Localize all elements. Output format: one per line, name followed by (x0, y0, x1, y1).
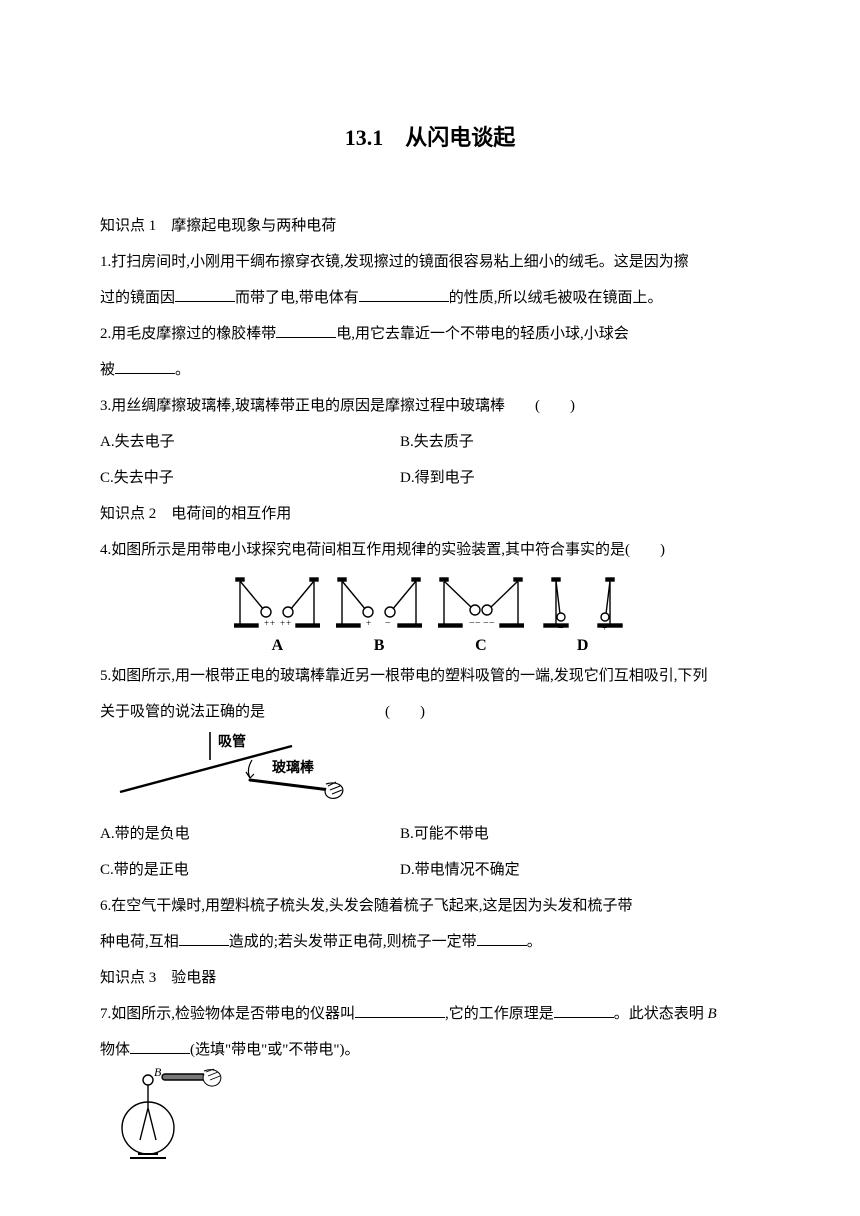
page-title: 13.1 从闪电谈起 (100, 120, 760, 152)
q7-blank1 (355, 1003, 445, 1018)
q5-option-c: C.带的是正电 (100, 852, 400, 888)
q3-stem: 3.用丝绸摩擦玻璃棒,玻璃棒带正电的原因是摩擦过程中玻璃棒 ( ) (100, 388, 760, 424)
svg-text:+: + (602, 623, 607, 633)
svg-text:+: + (366, 618, 371, 628)
q3-options-row2: C.失去中子 D.得到电子 (100, 460, 760, 496)
q5-option-b: B.可能不带电 (400, 816, 489, 852)
q5-label-rod: 玻璃棒 (272, 759, 315, 776)
svg-text:B: B (154, 1068, 162, 1079)
q1b-end: 的性质,所以绒毛被吸在镜面上。 (449, 290, 663, 306)
q3-options-row1: A.失去电子 B.失去质子 (100, 424, 760, 460)
q1-blank2 (359, 287, 449, 302)
q2a: 2.用毛皮摩擦过的橡胶棒带 (100, 326, 276, 342)
kp2-heading: 知识点 2 电荷间的相互作用 (100, 496, 760, 532)
q1-line1: 1.打扫房间时,小刚用干绸布擦穿衣镜,发现擦过的镜面很容易粘上细小的绒毛。这是因… (100, 244, 760, 280)
q4-fig-b-label: B (336, 638, 422, 654)
q5-figure: 吸管 玻璃棒 (100, 730, 760, 816)
svg-text:+: + (286, 618, 291, 628)
kp3-heading: 知识点 3 验电器 (100, 960, 760, 996)
q6b-mid: 造成的;若头发带正电荷,则梳子一定带 (229, 934, 477, 950)
q1b-mid: 而带了电,带电体有 (235, 290, 359, 306)
q7b-end: (选填"带电"或"不带电")。 (190, 1042, 359, 1058)
q5-option-d: D.带电情况不确定 (400, 852, 520, 888)
q6-blank1 (179, 931, 229, 946)
q2b: 被 (100, 362, 115, 378)
q7-figure: B (100, 1068, 760, 1168)
q7a-pre: 7.如图所示,检验物体是否带电的仪器叫 (100, 1006, 355, 1022)
q7b-pre: 物体 (100, 1042, 130, 1058)
q6b-pre: 种电荷,互相 (100, 934, 179, 950)
svg-text:−: − (489, 618, 495, 629)
q7-line1: 7.如图所示,检验物体是否带电的仪器叫 ,它的工作原理是 。此状态表明 B (100, 996, 760, 1032)
q1b-pre: 过的镜面因 (100, 290, 175, 306)
q2a2: 电,用它去靠近一个不带电的轻质小球,小球会 (336, 326, 629, 342)
q2-line1: 2.用毛皮摩擦过的橡胶棒带 电,用它去靠近一个不带电的轻质小球,小球会 (100, 316, 760, 352)
q7-line2: 物体 (选填"带电"或"不带电")。 (100, 1032, 760, 1068)
q3-option-d: D.得到电子 (400, 460, 475, 496)
svg-text:+: + (264, 618, 269, 628)
q4-fig-c: − − − − C (438, 574, 524, 654)
q7-blank3 (130, 1039, 190, 1054)
svg-text:−: − (475, 618, 481, 629)
q5-label-straw: 吸管 (218, 733, 246, 750)
q4-fig-c-label: C (438, 638, 524, 654)
q4-fig-d: − + D (540, 574, 626, 654)
q5-option-a: A.带的是负电 (100, 816, 400, 852)
q2b2: 。 (175, 362, 190, 378)
q3-option-b: B.失去质子 (400, 424, 474, 460)
q7a-mid: ,它的工作原理是 (445, 1006, 554, 1022)
q4-stem: 4.如图所示是用带电小球探究电荷间相互作用规律的实验装置,其中符合事实的是( ) (100, 532, 760, 568)
q7a-end: 。此状态表明 (614, 1006, 708, 1022)
q4-figure-row: + + + + A + − B (100, 574, 760, 654)
q4-fig-a: + + + + A (234, 574, 320, 654)
q5-line1: 5.如图所示,用一根带正电的玻璃棒靠近另一根带电的塑料吸管的一端,发现它们互相吸… (100, 658, 760, 694)
svg-text:−: − (558, 623, 564, 634)
q5-line2: 关于吸管的说法正确的是 ( ) (100, 694, 760, 730)
q3-option-a: A.失去电子 (100, 424, 400, 460)
q1-line2: 过的镜面因 而带了电,带电体有 的性质,所以绒毛被吸在镜面上。 (100, 280, 760, 316)
q1-blank1 (175, 287, 235, 302)
svg-text:+: + (280, 618, 285, 628)
svg-text:−: − (385, 618, 391, 629)
q2-blank1 (276, 323, 336, 338)
q6b-end: 。 (527, 934, 542, 950)
q4-fig-d-label: D (540, 638, 626, 654)
q4-fig-a-label: A (234, 638, 320, 654)
kp1-heading: 知识点 1 摩擦起电现象与两种电荷 (100, 208, 760, 244)
q5-options-row1: A.带的是负电 B.可能不带电 (100, 816, 760, 852)
q7-b-label: B (708, 1006, 717, 1022)
svg-text:+: + (270, 618, 275, 628)
q5-options-row2: C.带的是正电 D.带电情况不确定 (100, 852, 760, 888)
q4-fig-b: + − B (336, 574, 422, 654)
q2-blank2 (115, 359, 175, 374)
q6-line2: 种电荷,互相 造成的;若头发带正电荷,则梳子一定带 。 (100, 924, 760, 960)
q2-line2: 被。 (100, 352, 760, 388)
q6-blank2 (477, 931, 527, 946)
q3-option-c: C.失去中子 (100, 460, 400, 496)
q7-blank2 (554, 1003, 614, 1018)
q6-line1: 6.在空气干燥时,用塑料梳子梳头发,头发会随着梳子飞起来,这是因为头发和梳子带 (100, 888, 760, 924)
